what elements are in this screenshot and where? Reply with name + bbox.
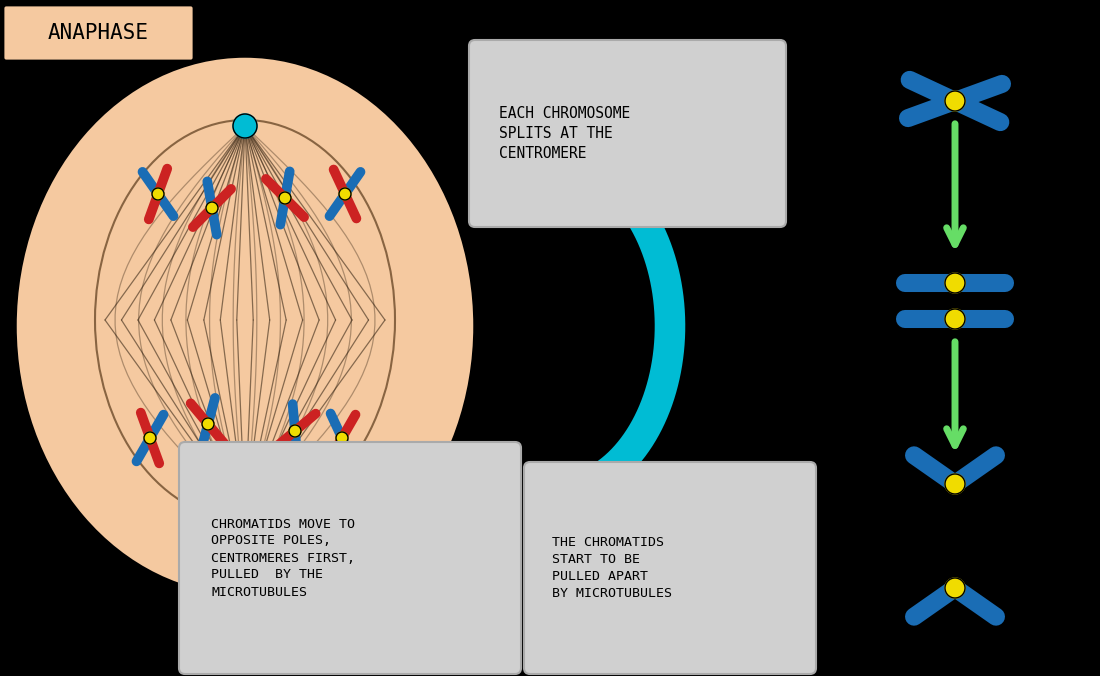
Circle shape [279,192,292,204]
Circle shape [289,425,301,437]
Circle shape [945,474,965,494]
Text: EACH CHROMOSOME
SPLITS AT THE
CENTROMERE: EACH CHROMOSOME SPLITS AT THE CENTROMERE [499,106,630,161]
Circle shape [206,202,218,214]
FancyBboxPatch shape [179,442,521,674]
Circle shape [152,188,164,200]
Circle shape [233,114,257,138]
Circle shape [945,578,965,598]
Circle shape [336,432,348,444]
Circle shape [945,309,965,329]
FancyBboxPatch shape [469,40,786,227]
Ellipse shape [15,56,475,596]
FancyBboxPatch shape [524,462,816,674]
Circle shape [945,273,965,293]
Circle shape [945,91,965,111]
Circle shape [339,188,351,200]
Circle shape [202,418,215,430]
Text: THE CHROMATIDS
START TO BE
PULLED APART
BY MICROTUBULES: THE CHROMATIDS START TO BE PULLED APART … [552,536,672,600]
Circle shape [233,502,257,526]
FancyBboxPatch shape [3,5,194,61]
Text: CHROMATIDS MOVE TO
OPPOSITE POLES,
CENTROMERES FIRST,
PULLED  BY THE
MICROTUBULE: CHROMATIDS MOVE TO OPPOSITE POLES, CENTR… [211,518,355,598]
Text: ANAPHASE: ANAPHASE [48,23,148,43]
Circle shape [144,432,156,444]
